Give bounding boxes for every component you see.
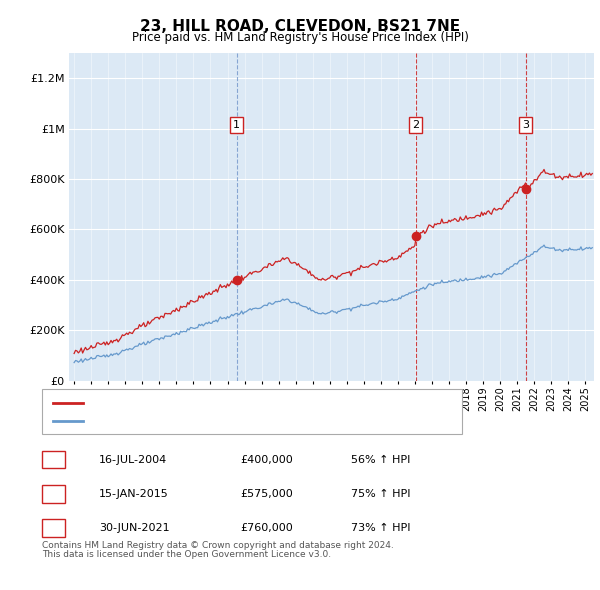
Text: £575,000: £575,000 [240,489,293,499]
Text: £760,000: £760,000 [240,523,293,533]
Text: Price paid vs. HM Land Registry's House Price Index (HPI): Price paid vs. HM Land Registry's House … [131,31,469,44]
Text: This data is licensed under the Open Government Licence v3.0.: This data is licensed under the Open Gov… [42,550,331,559]
Text: 1: 1 [50,455,57,464]
Text: 3: 3 [522,120,529,130]
Text: 16-JUL-2004: 16-JUL-2004 [99,455,167,464]
Text: 15-JAN-2015: 15-JAN-2015 [99,489,169,499]
Text: 56% ↑ HPI: 56% ↑ HPI [351,455,410,464]
Text: 23, HILL ROAD, CLEVEDON, BS21 7NE (detached house): 23, HILL ROAD, CLEVEDON, BS21 7NE (detac… [90,398,382,408]
Text: HPI: Average price, detached house, North Somerset: HPI: Average price, detached house, Nort… [90,417,365,426]
Text: 75% ↑ HPI: 75% ↑ HPI [351,489,410,499]
Text: 1: 1 [233,120,240,130]
Text: 73% ↑ HPI: 73% ↑ HPI [351,523,410,533]
Text: 2: 2 [412,120,419,130]
Text: £400,000: £400,000 [240,455,293,464]
Text: Contains HM Land Registry data © Crown copyright and database right 2024.: Contains HM Land Registry data © Crown c… [42,542,394,550]
Text: 30-JUN-2021: 30-JUN-2021 [99,523,170,533]
Text: 2: 2 [50,489,57,499]
Text: 23, HILL ROAD, CLEVEDON, BS21 7NE: 23, HILL ROAD, CLEVEDON, BS21 7NE [140,19,460,34]
Text: 3: 3 [50,523,57,533]
